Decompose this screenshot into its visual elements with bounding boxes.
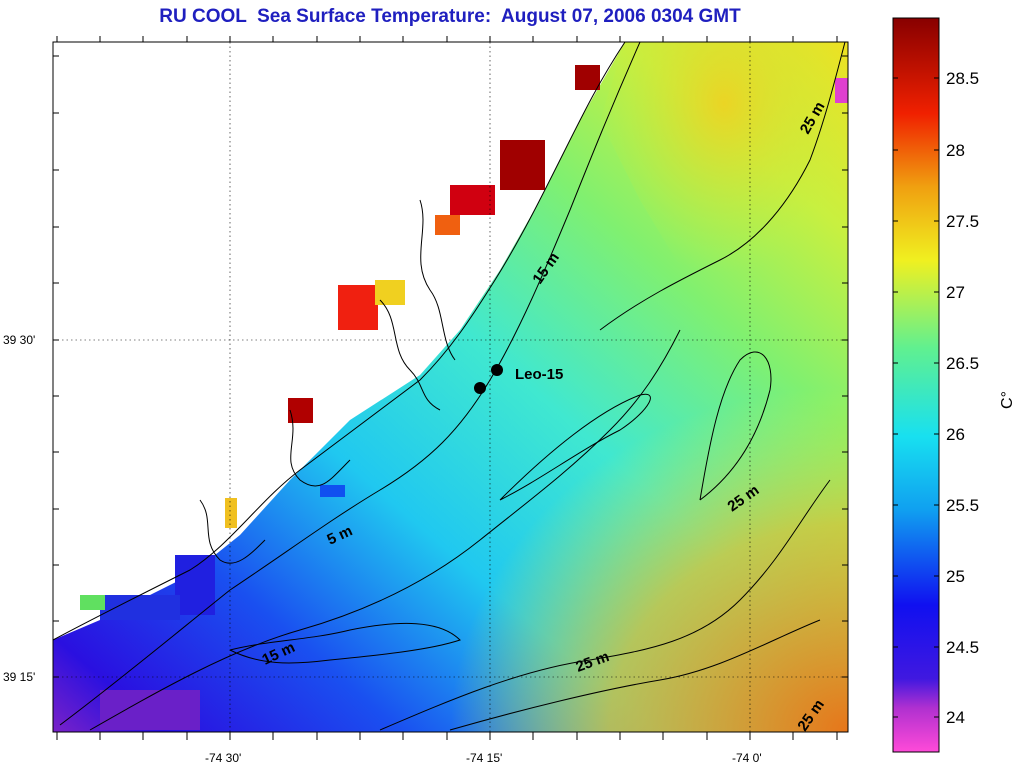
- colorbar-tick-label: 25.5: [946, 496, 979, 515]
- tick-marks: [53, 36, 848, 740]
- colorbar-tick-label: 27.5: [946, 212, 979, 231]
- lon-label: -74 15': [466, 751, 502, 765]
- plot-frame: [52, 41, 849, 733]
- colorbar-scale: [892, 17, 940, 753]
- lon-label: -74 0': [732, 751, 762, 765]
- bay-warm-patches: [80, 65, 848, 730]
- lat-label: 39 15': [3, 670, 35, 684]
- colorbar-tick-label: 24.5: [946, 638, 979, 657]
- colorbar-tick-label: 26.5: [946, 354, 979, 373]
- map-title: RU COOL Sea Surface Temperature: August …: [159, 6, 741, 27]
- colorbar-tick-label: 25: [946, 567, 965, 586]
- station-marker[interactable]: [474, 382, 486, 394]
- colorbar-tick-label: 24: [946, 708, 965, 727]
- station-marker[interactable]: [491, 364, 503, 376]
- colorbar: 28.5 28 27.5 27 26.5 26 25.5 25 24.5 24 …: [892, 17, 1015, 753]
- colorbar-tick-label: 26: [946, 425, 965, 444]
- colorbar-tick-label: 27: [946, 283, 965, 302]
- colorbar-tick-label: 28.5: [946, 69, 979, 88]
- lat-label: 39 30': [3, 333, 35, 347]
- grid-lines: [53, 42, 848, 732]
- colorbar-unit-label: C°: [999, 391, 1015, 409]
- bathymetry-contours: [53, 42, 846, 731]
- colorbar-tick-label: 28: [946, 141, 965, 160]
- sst-field: 5 m 15 m 15 m 25 m 25 m 25 m 25 m Leo-15: [53, 42, 848, 732]
- station-label: Leo-15: [515, 366, 563, 383]
- lon-label: -74 30': [205, 751, 241, 765]
